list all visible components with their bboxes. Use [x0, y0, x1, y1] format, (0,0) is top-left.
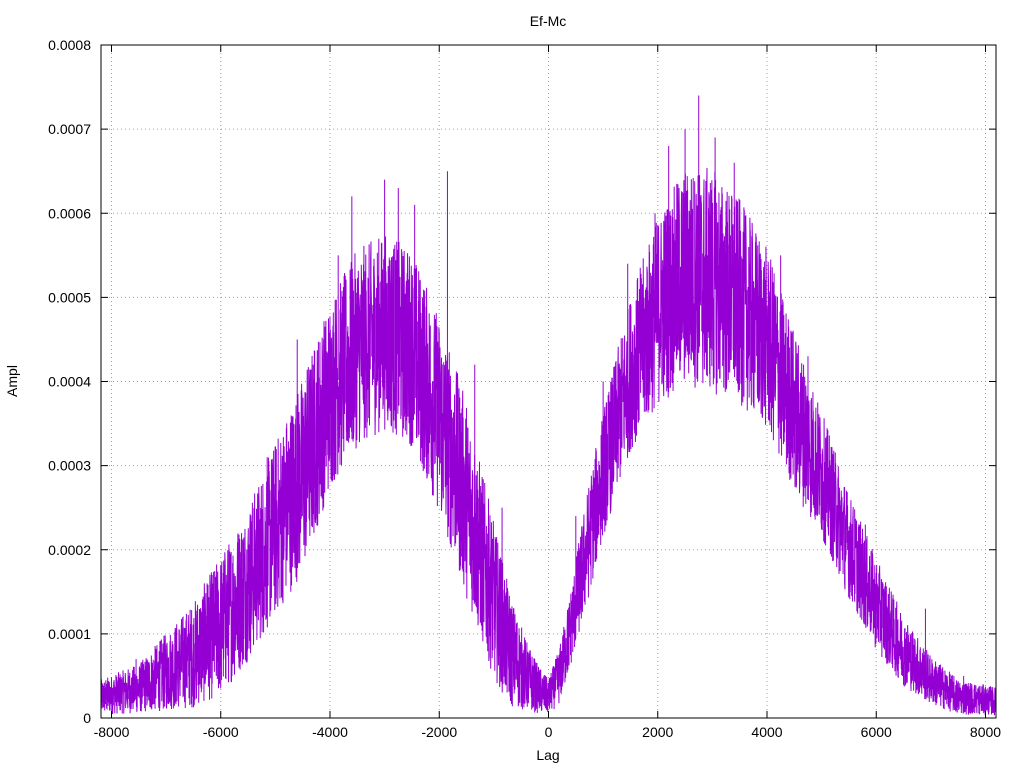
axis-ticks	[101, 44, 996, 719]
y-tick-label: 0.0001	[48, 626, 91, 642]
chart-title: Ef-Mc	[530, 13, 567, 29]
y-tick-label: 0.0002	[48, 542, 91, 558]
series-trace	[100, 167, 997, 716]
y-axis-tick-labels: 0 0.0001 0.0002 0.0003 0.0004 0.0005 0.0006 0.0…	[48, 37, 91, 726]
y-tick-label: 0.0005	[48, 289, 91, 305]
y-tick-label: 0.0004	[48, 374, 91, 390]
y-tick-label: 0.0007	[48, 121, 91, 137]
x-tick-label: 8000	[970, 724, 1001, 740]
x-tick-label: 2000	[642, 724, 673, 740]
y-tick-label: 0.0006	[48, 205, 91, 221]
y-tick-label: 0	[83, 710, 91, 726]
series-ef-mc	[100, 95, 997, 716]
x-axis-label: Lag	[536, 747, 559, 763]
x-tick-label: -2000	[421, 724, 457, 740]
y-tick-label: 0.0003	[48, 458, 91, 474]
x-tick-label: 0	[545, 724, 553, 740]
x-axis-tick-labels: -8000 -6000 -4000 -2000 0 2000 4000 6000 8000	[94, 724, 1002, 740]
x-tick-label: -4000	[312, 724, 348, 740]
x-tick-label: 4000	[751, 724, 782, 740]
x-tick-label: -8000	[94, 724, 130, 740]
x-tick-label: 6000	[861, 724, 892, 740]
y-axis-label: Ampl	[4, 365, 20, 397]
y-tick-label: 0.0008	[48, 37, 91, 53]
x-tick-label: -6000	[203, 724, 239, 740]
